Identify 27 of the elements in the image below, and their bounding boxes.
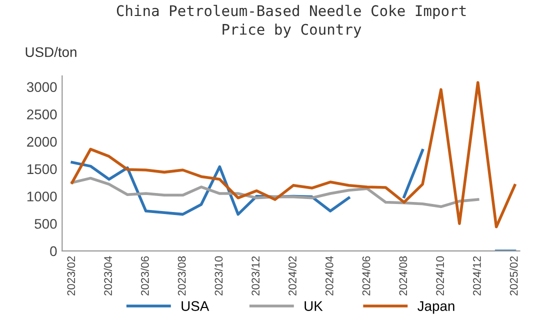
chart-title: China Petroleum-Based Needle Coke Import Price by Country (116, 4, 466, 38)
x-tick-label: 2024/06 (362, 256, 370, 296)
x-tick-label: 2023/10 (214, 256, 223, 296)
y-tick-label: 0 (50, 246, 57, 256)
x-tick-label: 2024/04 (325, 256, 334, 296)
x-tick-label: 2023/02 (66, 256, 76, 296)
y-tick-label: 3000 (26, 82, 57, 92)
line-series (70, 176, 480, 208)
x-tick-label: 2024/12 (472, 256, 481, 296)
x-tick-label: 2024/02 (288, 256, 296, 296)
x-tick-label: 2024/08 (398, 256, 408, 296)
x-tick-label: 2025/02 (510, 256, 518, 296)
x-tick-label: 2024/10 (436, 256, 444, 296)
y-axis-title: USD/ton (26, 46, 76, 58)
y-tick-label: 1000 (27, 192, 57, 202)
x-tick-label: 2023/12 (251, 256, 260, 296)
legend-label: UK (304, 301, 323, 311)
x-tick-label: 2023/08 (178, 256, 186, 296)
x-tick-label: 2023/06 (140, 256, 149, 296)
x-tick-label: 2023/04 (104, 256, 112, 296)
y-tick-label: 2000 (27, 136, 57, 147)
y-tick-label: 500 (34, 218, 57, 229)
y-tick-label: 2500 (27, 110, 57, 120)
legend-label: USA (182, 301, 210, 311)
line-series (70, 81, 516, 228)
legend-label: Japan (418, 301, 454, 314)
y-tick-label: 1500 (27, 164, 57, 174)
